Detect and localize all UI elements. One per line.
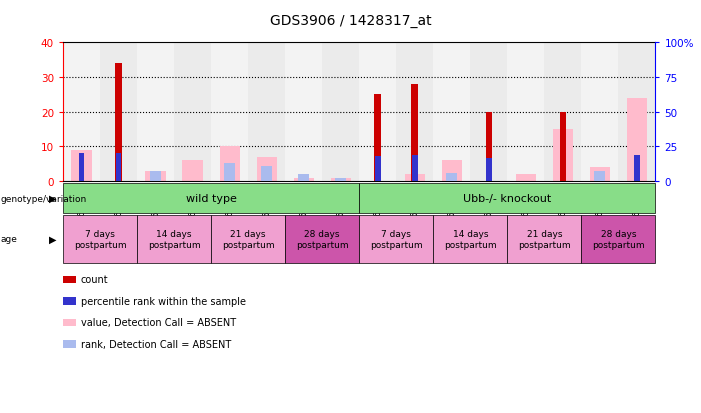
Bar: [63, 216, 137, 263]
Bar: [294, 178, 314, 182]
Bar: [150, 172, 161, 182]
Bar: [433, 43, 470, 182]
Bar: [248, 43, 285, 182]
Bar: [72, 151, 92, 182]
Bar: [219, 147, 240, 182]
Bar: [211, 43, 248, 182]
Bar: [79, 154, 84, 182]
Bar: [257, 157, 277, 182]
Bar: [100, 43, 137, 182]
Bar: [618, 43, 655, 182]
Bar: [404, 175, 425, 182]
Bar: [433, 216, 508, 263]
Bar: [137, 43, 174, 182]
Bar: [581, 43, 618, 182]
Text: 14 days
postpartum: 14 days postpartum: [444, 230, 496, 249]
Bar: [360, 43, 396, 182]
Bar: [411, 85, 418, 182]
Text: Ubb-/- knockout: Ubb-/- knockout: [463, 194, 552, 204]
Bar: [486, 112, 492, 182]
Text: 21 days
postpartum: 21 days postpartum: [222, 230, 275, 249]
Bar: [285, 216, 360, 263]
Bar: [412, 155, 418, 182]
Bar: [486, 158, 491, 182]
Text: ▶: ▶: [48, 194, 56, 204]
Bar: [298, 175, 309, 182]
Bar: [146, 171, 166, 182]
Bar: [360, 184, 655, 214]
Bar: [182, 161, 203, 182]
Bar: [634, 155, 640, 182]
Bar: [508, 43, 545, 182]
Bar: [63, 184, 359, 214]
Bar: [63, 43, 100, 182]
Bar: [322, 43, 360, 182]
Bar: [137, 216, 211, 263]
Bar: [594, 172, 606, 182]
Text: rank, Detection Call = ABSENT: rank, Detection Call = ABSENT: [81, 339, 231, 349]
Text: value, Detection Call = ABSENT: value, Detection Call = ABSENT: [81, 318, 236, 328]
Text: 28 days
postpartum: 28 days postpartum: [592, 230, 645, 249]
Bar: [116, 154, 121, 182]
Bar: [331, 178, 351, 182]
Bar: [396, 43, 433, 182]
Text: genotype/variation: genotype/variation: [1, 194, 87, 203]
Bar: [224, 164, 236, 182]
Bar: [508, 216, 581, 263]
Bar: [590, 168, 610, 182]
Bar: [211, 216, 285, 263]
Text: percentile rank within the sample: percentile rank within the sample: [81, 296, 245, 306]
Bar: [559, 112, 566, 182]
Text: ▶: ▶: [48, 234, 56, 244]
Bar: [447, 173, 457, 182]
Bar: [174, 43, 211, 182]
Bar: [470, 43, 508, 182]
Text: 14 days
postpartum: 14 days postpartum: [148, 230, 200, 249]
Text: wild type: wild type: [186, 194, 237, 204]
Text: 7 days
postpartum: 7 days postpartum: [370, 230, 423, 249]
Bar: [627, 99, 647, 182]
Bar: [375, 157, 381, 182]
Bar: [374, 95, 381, 182]
Text: 7 days
postpartum: 7 days postpartum: [74, 230, 126, 249]
Bar: [552, 130, 573, 182]
Bar: [115, 64, 122, 182]
Text: 28 days
postpartum: 28 days postpartum: [296, 230, 348, 249]
Bar: [516, 175, 536, 182]
Bar: [335, 179, 346, 182]
Bar: [285, 43, 322, 182]
Text: age: age: [1, 235, 18, 244]
Text: GDS3906 / 1428317_at: GDS3906 / 1428317_at: [270, 14, 431, 28]
Text: 21 days
postpartum: 21 days postpartum: [518, 230, 571, 249]
Bar: [360, 216, 433, 263]
Bar: [442, 161, 462, 182]
Bar: [261, 166, 272, 182]
Bar: [581, 216, 655, 263]
Bar: [545, 43, 581, 182]
Text: count: count: [81, 275, 108, 285]
